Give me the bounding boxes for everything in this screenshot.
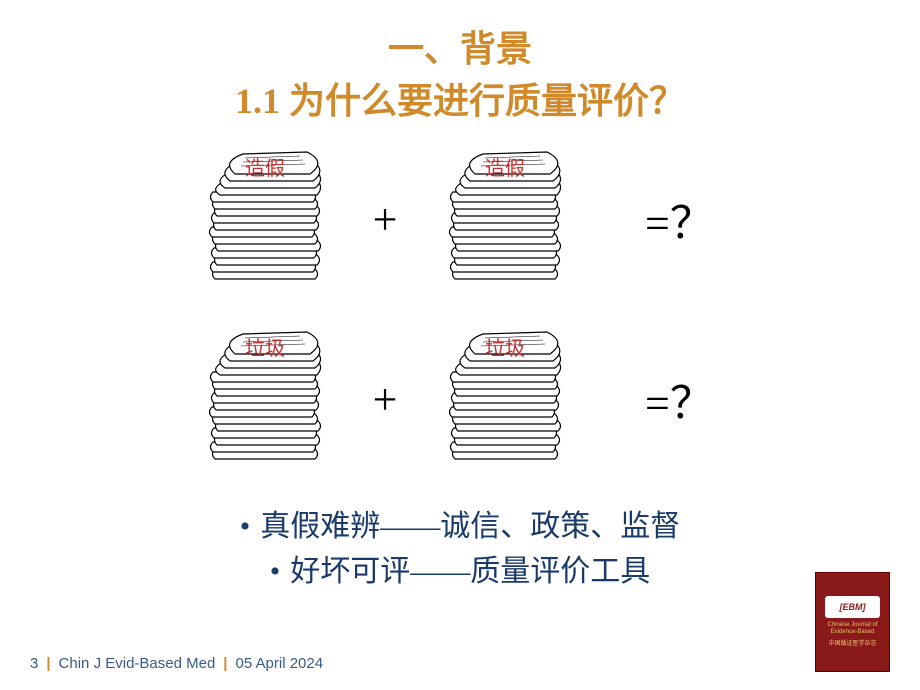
bullet-list: • 真假难辨——诚信、政策、监督 • 好坏可评——质量评价工具	[0, 504, 920, 594]
equation-area: 造假 + 造假 =？ 垃圾 + 垃圾 =？	[0, 144, 920, 474]
title-block: 一、背景 1.1 为什么要进行质量评价？	[0, 0, 920, 124]
journal-logo: [EBM] Chinese Journal ofEvidence-Based 中…	[815, 572, 890, 672]
bullet-item-1: • 真假难辨——诚信、政策、监督	[0, 504, 920, 549]
page-number: 3	[30, 655, 38, 672]
paper-stack-fake-1: 造假	[195, 144, 335, 294]
bullet-dot-icon: •	[240, 510, 251, 543]
equals-result: =？	[605, 187, 725, 251]
journal-name: Chin J Evid-Based Med	[59, 655, 216, 672]
bullet-dot-icon: •	[270, 555, 281, 588]
footer: 3 | Chin J Evid-Based Med | 05 April 202…	[30, 655, 323, 672]
plus-operator: +	[365, 374, 405, 425]
equation-row-1: 造假 + 造假 =？	[80, 144, 840, 294]
title-line2: 1.1 为什么要进行质量评价？	[0, 72, 920, 124]
paper-stack-junk-2: 垃圾	[435, 324, 575, 474]
plus-operator: +	[365, 194, 405, 245]
title-line1: 一、背景	[0, 20, 920, 72]
equals-result: =？	[605, 367, 725, 431]
bullet-text: 真假难辨——诚信、政策、监督	[260, 510, 680, 543]
equation-row-2: 垃圾 + 垃圾 =？	[80, 324, 840, 474]
paper-stack-fake-2: 造假	[435, 144, 575, 294]
footer-separator-icon: |	[223, 655, 227, 672]
stack-label: 造假	[245, 152, 285, 181]
bullet-text: 好坏可评——质量评价工具	[290, 555, 650, 588]
stack-label: 垃圾	[485, 332, 525, 361]
footer-separator-icon: |	[46, 655, 50, 672]
bullet-item-2: • 好坏可评——质量评价工具	[0, 549, 920, 594]
logo-text-en: Chinese Journal ofEvidence-Based	[827, 622, 877, 636]
ebm-badge: [EBM]	[825, 596, 880, 618]
logo-text-cn: 中国循证医学杂志	[828, 641, 876, 648]
footer-date: 05 April 2024	[236, 655, 324, 672]
stack-label: 垃圾	[245, 332, 285, 361]
paper-stack-junk-1: 垃圾	[195, 324, 335, 474]
stack-label: 造假	[485, 152, 525, 181]
